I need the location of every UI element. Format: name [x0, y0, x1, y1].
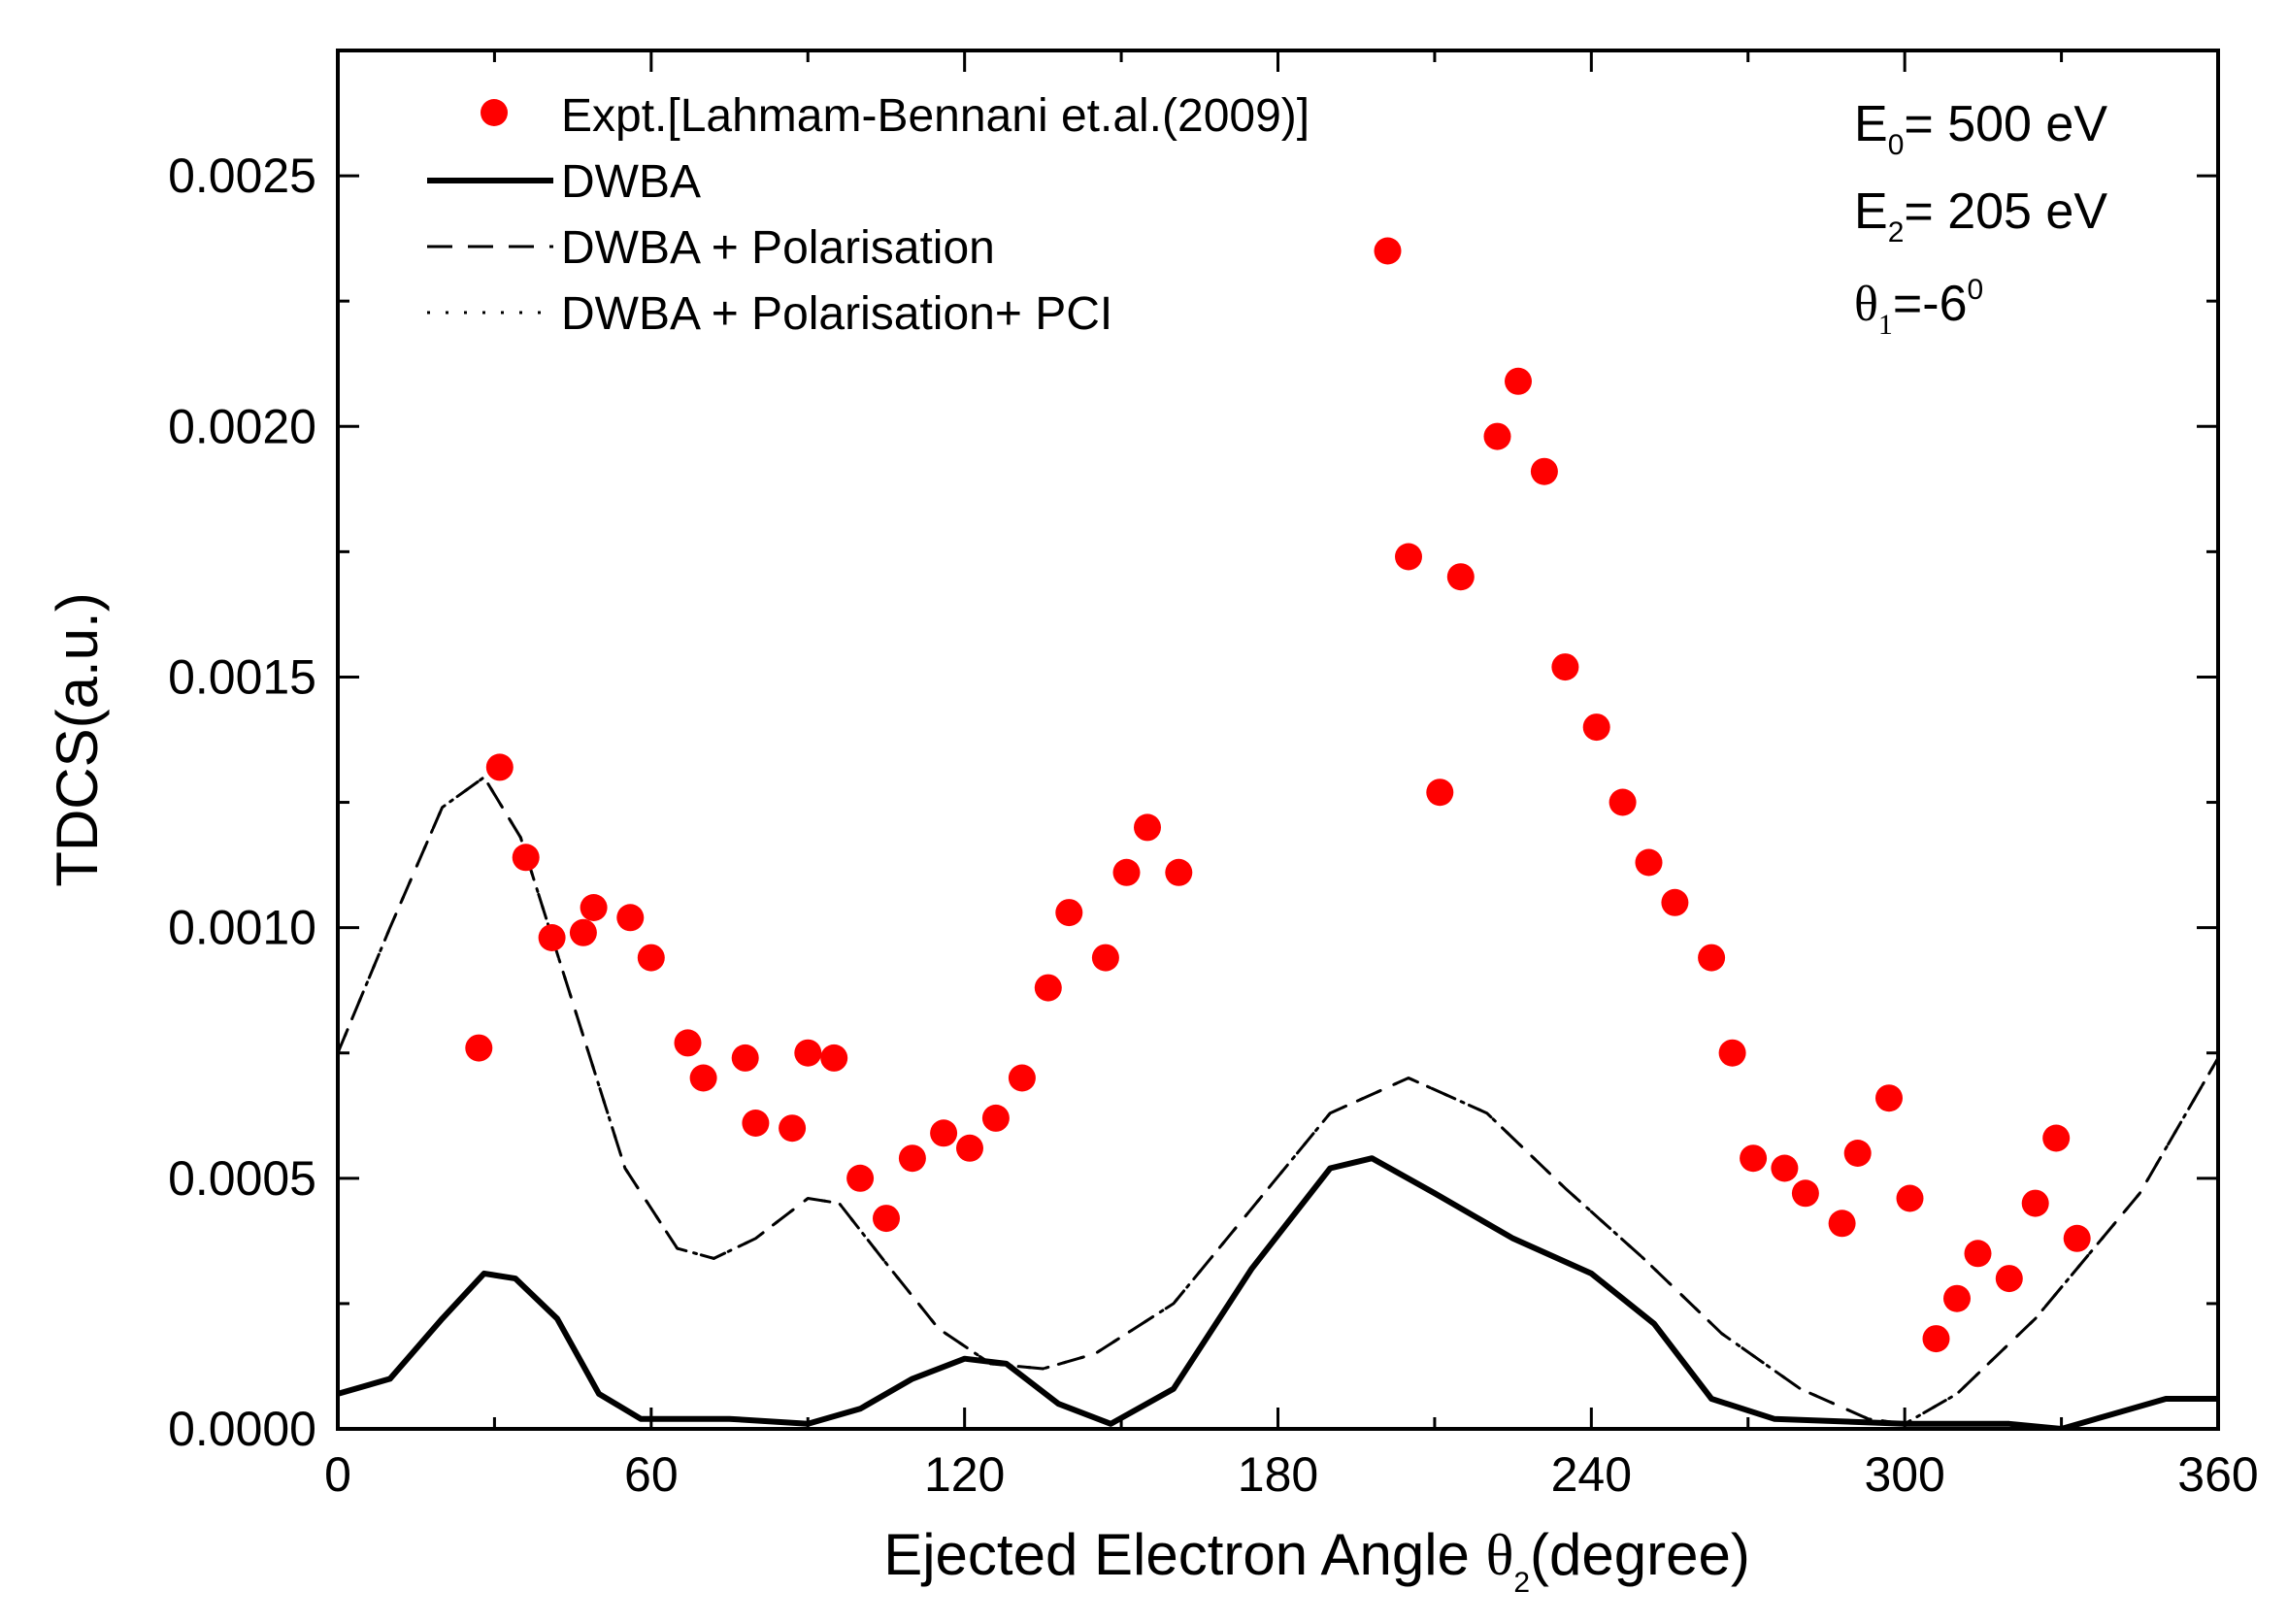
y-tick-label: 0.0015 — [168, 649, 316, 704]
legend-marker — [481, 99, 508, 126]
parameter-annotations: E0= 500 eV E2= 205 eV θ1=-60 — [1854, 96, 2107, 341]
data-point — [2042, 1124, 2071, 1152]
data-point — [1091, 944, 1119, 972]
data-point — [674, 1029, 702, 1057]
y-tick-label: 0.0005 — [168, 1151, 316, 1206]
x-axis-title-tail: (degree) — [1530, 1522, 1750, 1587]
data-point — [1771, 1154, 1799, 1182]
data-point — [1530, 457, 1558, 485]
y-tick-label: 0.0010 — [168, 901, 316, 955]
data-point — [873, 1205, 900, 1233]
data-point — [1964, 1240, 1992, 1268]
x-axis-title-subscript: 2 — [1513, 1567, 1530, 1599]
data-point — [1112, 858, 1141, 886]
data-point — [1995, 1265, 2023, 1293]
data-point — [2063, 1224, 2091, 1252]
data-point — [1698, 944, 1726, 972]
data-point — [1582, 713, 1610, 742]
data-point — [1055, 899, 1083, 927]
data-point — [956, 1134, 983, 1162]
series-line-1 — [338, 1155, 2218, 1429]
data-point — [1943, 1284, 1971, 1312]
plot-area — [338, 237, 2218, 1429]
data-point — [794, 1039, 822, 1067]
x-axis-title: Ejected Electron Angle θ2(degree) — [883, 1522, 1750, 1599]
data-point — [981, 1104, 1010, 1132]
annotation-e2: E2= 205 eV — [1854, 183, 2107, 249]
legend-label: Expt.[Lahmam-Bennani et.al.(2009)] — [561, 90, 1310, 142]
data-point — [485, 753, 514, 781]
data-point — [1034, 974, 1062, 1002]
data-point — [846, 1164, 875, 1192]
data-point — [689, 1064, 717, 1092]
annotation-theta1: θ1=-60 — [1854, 274, 1983, 341]
data-point — [1374, 237, 1402, 265]
data-point — [512, 844, 540, 872]
data-point — [1395, 543, 1422, 571]
data-point — [1505, 367, 1532, 395]
legend-label: DWBA + Polarisation+ PCI — [561, 288, 1112, 340]
data-point — [1896, 1184, 1924, 1212]
data-point — [1843, 1140, 1872, 1167]
data-point — [616, 904, 645, 932]
data-point — [742, 1110, 770, 1137]
y-tick-label: 0.0025 — [168, 149, 316, 203]
data-point — [1791, 1179, 1819, 1208]
axis-ticks — [336, 49, 2220, 1431]
x-tick-label: 360 — [2177, 1447, 2258, 1502]
x-tick-label: 300 — [1864, 1447, 1944, 1502]
data-point — [1740, 1144, 1768, 1173]
data-point — [1008, 1064, 1036, 1092]
legend-label: DWBA — [561, 156, 701, 208]
data-point — [538, 924, 566, 951]
legend: Expt.[Lahmam-Bennani et.al.(2009)] DWBA DW… — [427, 90, 1310, 340]
data-point — [1922, 1325, 1950, 1353]
data-point — [1635, 848, 1663, 877]
x-tick-label: 0 — [324, 1447, 351, 1502]
x-tick-label: 120 — [924, 1447, 1005, 1502]
data-point — [2021, 1189, 2049, 1217]
data-point — [1608, 788, 1637, 816]
tick-labels: 0 60 120 180 240 300 360 0.0000 0.0005 0.0010 0.00… — [168, 149, 2259, 1502]
data-point — [637, 944, 665, 972]
y-tick-label: 0.0020 — [168, 399, 316, 453]
data-point — [930, 1119, 958, 1147]
x-tick-label: 240 — [1551, 1447, 1632, 1502]
legend-label: DWBA + Polarisation — [561, 222, 995, 274]
data-point — [580, 894, 608, 921]
series-line-3 — [338, 776, 2218, 1426]
data-point — [465, 1034, 493, 1062]
y-tick-label: 0.0000 — [168, 1402, 316, 1456]
data-point — [1661, 888, 1689, 916]
x-axis-title-main: Ejected Electron Angle — [883, 1522, 1485, 1587]
theta-symbol: θ — [1486, 1523, 1514, 1587]
data-point — [569, 918, 597, 946]
data-point — [1551, 653, 1579, 681]
data-point — [1875, 1084, 1903, 1112]
x-tick-label: 60 — [624, 1447, 679, 1502]
data-point — [1718, 1039, 1746, 1067]
data-point — [898, 1144, 926, 1173]
y-axis-title: TDCS(a.u.) — [45, 592, 110, 886]
data-point — [1446, 563, 1475, 591]
data-point — [1426, 779, 1454, 807]
data-point — [779, 1114, 807, 1143]
data-point — [1828, 1210, 1856, 1238]
annotation-e0: E0= 500 eV — [1854, 96, 2107, 161]
data-point — [1483, 422, 1511, 450]
x-tick-label: 180 — [1238, 1447, 1318, 1502]
data-point — [731, 1044, 759, 1072]
data-point — [1134, 813, 1161, 842]
data-point — [1165, 858, 1193, 886]
data-point — [820, 1044, 848, 1072]
